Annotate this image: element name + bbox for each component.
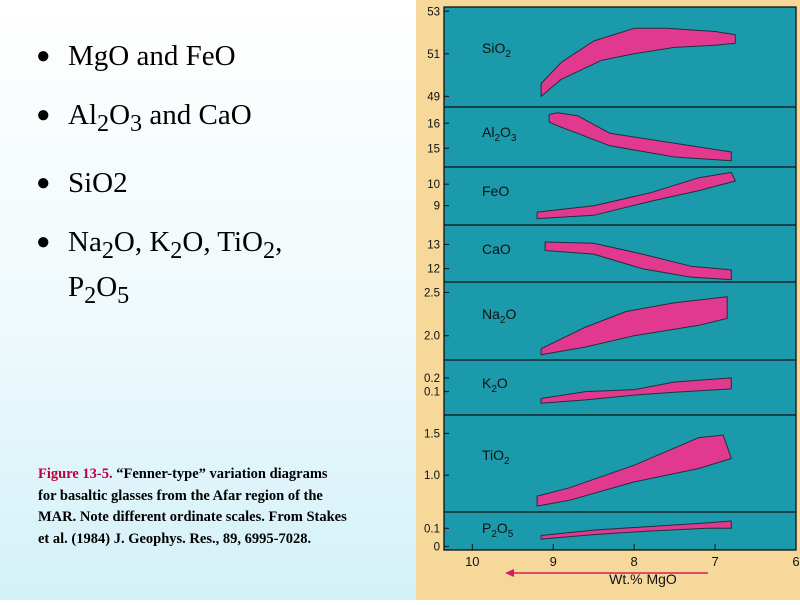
variation-diagram-panel: SiO2 53 51 49 Al2O3 16 15 FeO 10 9 CaO 13 12 Na2O 2.5 2… bbox=[416, 0, 800, 600]
subscript: 2 bbox=[101, 236, 114, 264]
bullet-text: MgO and FeO bbox=[68, 40, 236, 72]
y-tick-label: 2.5 bbox=[424, 287, 440, 299]
bullet-text: Na bbox=[68, 225, 102, 258]
y-tick-label: 49 bbox=[427, 91, 440, 103]
composition-field bbox=[540, 296, 728, 356]
y-tick-label: 10 bbox=[427, 179, 440, 191]
bullet-text: O bbox=[96, 270, 118, 303]
variation-diagram: SiO2 53 51 49 Al2O3 16 15 FeO 10 9 CaO 13 12 Na2O 2.5 2… bbox=[424, 6, 800, 587]
y-tick-label: 53 bbox=[427, 6, 440, 18]
bullet-item: ● SiO2 bbox=[36, 165, 396, 201]
bullet-item: ● Na2O, K2O, TiO2, P2O5 bbox=[36, 224, 396, 314]
subscript: 2 bbox=[170, 236, 183, 264]
y-tick-label: 9 bbox=[434, 201, 440, 213]
bullet-icon: ● bbox=[36, 43, 51, 69]
plot-border bbox=[443, 6, 797, 551]
bullet-icon: ● bbox=[36, 102, 51, 128]
composition-field bbox=[536, 434, 732, 507]
y-tick-label: 12 bbox=[427, 264, 440, 276]
y-tick-label: 1.5 bbox=[424, 428, 440, 440]
composition-field bbox=[540, 520, 732, 540]
bullet-text: O, TiO bbox=[182, 225, 263, 258]
subscript: 2 bbox=[97, 109, 110, 137]
arrow-head-icon bbox=[505, 569, 514, 577]
y-tick-label: 0.2 bbox=[424, 373, 440, 385]
x-tick-label: 6 bbox=[792, 554, 799, 569]
bullet-text: P bbox=[68, 270, 85, 303]
oxide-label: SiO2 bbox=[482, 40, 511, 60]
y-tick-label: 0.1 bbox=[424, 523, 440, 535]
y-tick-label: 16 bbox=[427, 118, 440, 130]
oxide-label: Na2O bbox=[482, 306, 516, 326]
figure-label: Figure 13-5. bbox=[38, 466, 113, 482]
bullet-text: O bbox=[109, 99, 131, 131]
figure-caption: Figure 13-5. “Fenner-type” variation dia… bbox=[38, 464, 348, 550]
oxide-label: TiO2 bbox=[482, 447, 510, 467]
y-tick-label: 51 bbox=[427, 49, 440, 61]
bullet-icon: ● bbox=[36, 228, 51, 255]
subscript: 5 bbox=[117, 281, 130, 309]
y-tick-label: 0.1 bbox=[424, 387, 440, 399]
bullet-icon: ● bbox=[36, 169, 51, 196]
bullet-item: ● MgO and FeO bbox=[36, 38, 396, 74]
caption-text: “Fenner-type” variation diagrams for bas… bbox=[38, 466, 347, 547]
y-tick-label: 0 bbox=[434, 541, 440, 553]
composition-field bbox=[540, 27, 736, 97]
y-tick-label: 1.0 bbox=[424, 470, 440, 482]
x-tick-label: 9 bbox=[550, 554, 557, 569]
plot-area bbox=[444, 7, 796, 550]
bullet-text: SiO2 bbox=[68, 166, 128, 199]
subscript: 2 bbox=[84, 281, 97, 309]
oxide-label: P2O5 bbox=[482, 520, 514, 540]
oxide-label: K2O bbox=[482, 375, 508, 395]
oxide-label: CaO bbox=[482, 241, 511, 257]
bullet-list: ● MgO and FeO ● Al2O3 and CaO ● SiO2 ● Na2O,… bbox=[36, 38, 396, 336]
bullet-text: Al bbox=[68, 99, 97, 131]
composition-field bbox=[548, 112, 732, 162]
bullet-text: and CaO bbox=[142, 99, 252, 131]
x-axis-label: Wt.% MgO bbox=[609, 571, 677, 587]
x-tick-label: 7 bbox=[711, 554, 718, 569]
bullet-text: , bbox=[275, 225, 283, 258]
y-tick-label: 13 bbox=[427, 239, 440, 251]
bullet-text: O, K bbox=[113, 225, 171, 258]
x-tick-label: 8 bbox=[631, 554, 638, 569]
bullet-item: ● Al2O3 and CaO bbox=[36, 97, 396, 142]
y-tick-label: 2.0 bbox=[424, 331, 440, 343]
composition-field bbox=[540, 377, 732, 404]
composition-field bbox=[536, 171, 736, 220]
subscript: 2 bbox=[263, 236, 276, 264]
oxide-label: Al2O3 bbox=[482, 124, 517, 144]
subscript: 3 bbox=[130, 109, 143, 137]
composition-field bbox=[544, 241, 732, 281]
y-tick-label: 15 bbox=[427, 143, 440, 155]
oxide-label: FeO bbox=[482, 183, 509, 199]
x-tick-label: 10 bbox=[465, 554, 479, 569]
